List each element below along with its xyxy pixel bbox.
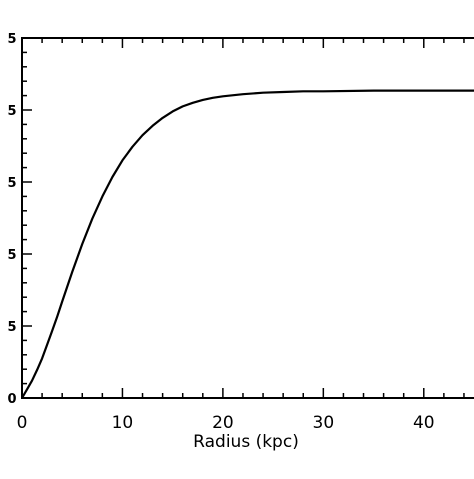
x-tick-label: 10 xyxy=(112,413,134,433)
y-tick-label: 5 xyxy=(7,248,16,263)
y-tick-label: 5 xyxy=(7,32,16,47)
x-tick-label: 20 xyxy=(212,413,234,433)
x-axis-title: Radius (kpc) xyxy=(193,432,299,452)
labels-layer: Radius (kpc) 0 10 20 30 40 0 5 5 5 5 5 xyxy=(7,32,434,452)
axes-layer xyxy=(21,37,474,399)
rotation-curve-line xyxy=(21,89,474,399)
series-layer xyxy=(21,89,474,399)
plot-frame xyxy=(21,37,474,399)
y-tick-label: 5 xyxy=(7,320,16,335)
y-tick-label: 5 xyxy=(7,176,16,191)
x-tick-label: 0 xyxy=(17,413,28,433)
x-tick-label: 30 xyxy=(313,413,335,433)
x-tick-label: 40 xyxy=(413,413,435,433)
y-tick-label: 5 xyxy=(7,104,16,119)
y-tick-label: 0 xyxy=(7,392,16,407)
